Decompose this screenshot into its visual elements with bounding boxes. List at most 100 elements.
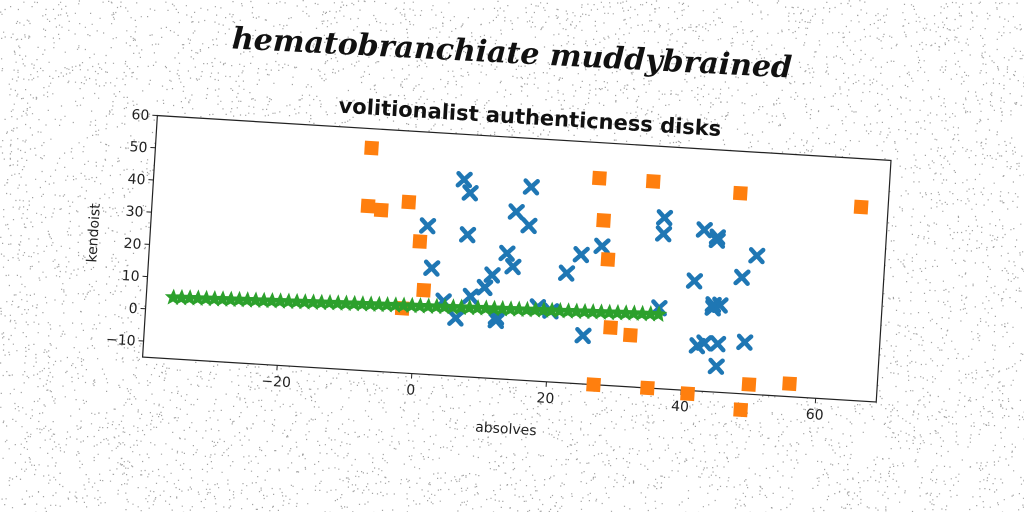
data-point-star <box>444 298 462 315</box>
plot-area <box>141 114 892 403</box>
data-point-square <box>732 185 748 201</box>
data-point-square <box>401 194 417 210</box>
data-point-square <box>639 380 655 396</box>
y-tick-label: −10 <box>106 332 136 350</box>
y-tick-label: 10 <box>121 268 140 285</box>
data-point-star <box>436 297 454 315</box>
x-tick-label: 20 <box>536 390 555 407</box>
data-point-x <box>483 266 501 284</box>
y-tick-label: 30 <box>125 204 144 221</box>
data-point-x <box>733 268 751 286</box>
data-point-star <box>387 296 405 313</box>
data-point-square <box>364 140 379 156</box>
data-point-x <box>748 247 766 265</box>
data-point-star <box>428 297 446 315</box>
data-point-x <box>423 259 441 277</box>
data-point-square <box>741 377 757 392</box>
data-point-x <box>418 217 437 235</box>
data-point-square <box>600 252 616 267</box>
x-tick-label: −20 <box>261 373 291 391</box>
data-point-star <box>345 294 363 312</box>
data-point-x <box>461 287 480 305</box>
data-point-square <box>360 198 376 214</box>
data-point-star <box>502 300 520 317</box>
y-tick-label: 0 <box>128 301 138 318</box>
data-point-star <box>164 288 182 306</box>
data-point-star <box>584 303 602 320</box>
data-point-star <box>419 297 437 314</box>
data-point-star <box>288 292 306 310</box>
data-point-star <box>543 301 561 319</box>
data-point-star <box>206 289 224 307</box>
data-point-star <box>493 299 512 317</box>
data-point-x <box>655 209 674 227</box>
data-point-star <box>280 292 298 310</box>
data-point-star <box>230 290 248 308</box>
data-point-square <box>645 174 661 189</box>
data-point-star <box>321 293 339 311</box>
data-point-star <box>559 302 577 319</box>
data-point-star <box>551 301 569 319</box>
data-point-star <box>312 293 331 311</box>
data-point-x <box>574 326 592 345</box>
data-point-star <box>518 300 536 318</box>
y-tick-label: 20 <box>123 236 142 253</box>
data-point-x <box>707 357 725 375</box>
data-point-x <box>507 203 525 221</box>
data-point-star <box>592 303 610 320</box>
data-point-square <box>596 213 611 228</box>
data-point-x <box>708 231 726 249</box>
data-point-star <box>197 289 215 307</box>
data-point-star <box>642 305 660 322</box>
data-point-square <box>853 199 869 215</box>
data-point-star <box>271 292 289 309</box>
data-point-square <box>733 402 749 418</box>
data-point-square <box>680 386 695 402</box>
data-point-x <box>695 334 713 352</box>
data-point-star <box>354 295 372 312</box>
data-point-star <box>469 299 487 316</box>
data-point-star <box>337 294 355 312</box>
data-point-star <box>535 301 553 318</box>
data-point-x <box>504 258 522 276</box>
data-point-x <box>709 335 727 353</box>
data-point-x <box>654 225 673 243</box>
data-point-x <box>736 333 754 351</box>
data-point-x <box>476 278 494 297</box>
y-tick-label: 60 <box>131 107 150 124</box>
data-point-star <box>247 291 265 309</box>
data-point-square <box>782 376 797 392</box>
y-tick-label: 50 <box>129 139 148 156</box>
data-point-star <box>477 299 495 316</box>
data-point-square <box>586 377 601 393</box>
y-axis-label: kendoist <box>84 202 104 263</box>
data-point-star <box>296 293 314 310</box>
y-tick-label: 40 <box>127 171 146 188</box>
x-tick-label: 60 <box>805 407 824 424</box>
data-point-star <box>576 302 594 320</box>
x-tick-label: 0 <box>406 382 416 399</box>
data-point-square <box>412 234 428 249</box>
data-point-square <box>622 327 638 343</box>
data-point-x <box>557 264 576 282</box>
data-point-star <box>617 304 635 321</box>
data-point-star <box>222 290 240 308</box>
data-point-star <box>181 289 199 306</box>
data-point-x <box>458 226 477 244</box>
data-point-square <box>603 320 618 335</box>
data-point-square <box>591 170 607 186</box>
data-point-square <box>373 202 389 218</box>
data-point-x <box>498 244 516 262</box>
data-point-star <box>395 296 413 314</box>
data-point-star <box>255 291 273 309</box>
data-point-star <box>370 295 388 313</box>
data-point-star <box>609 303 627 321</box>
data-point-star <box>403 296 421 314</box>
data-point-star <box>304 293 322 311</box>
data-point-x <box>487 311 505 330</box>
x-axis-label: absolves <box>475 420 537 440</box>
data-point-x <box>711 296 729 314</box>
data-point-x <box>520 216 538 235</box>
data-point-star <box>526 301 544 318</box>
